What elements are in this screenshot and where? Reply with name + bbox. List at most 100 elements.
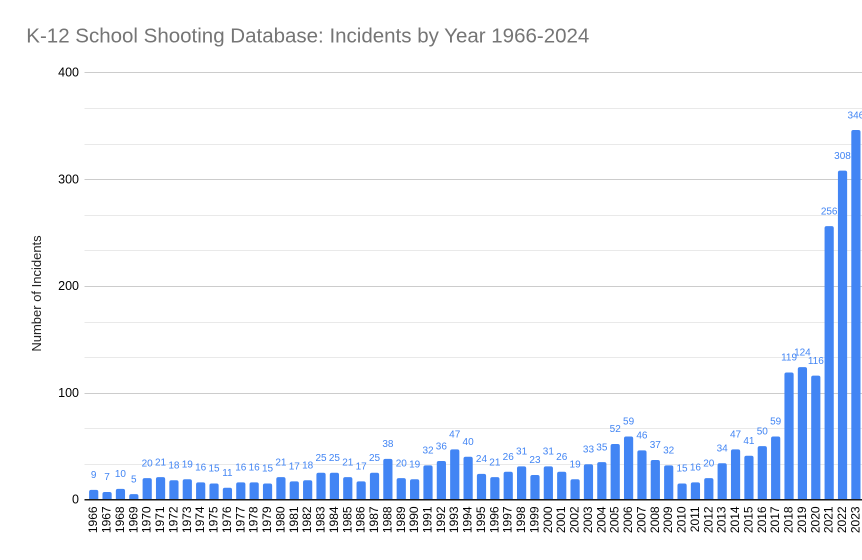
svg-text:9: 9 xyxy=(91,470,97,481)
svg-text:32: 32 xyxy=(663,446,675,457)
svg-text:23: 23 xyxy=(529,455,541,466)
svg-text:2002: 2002 xyxy=(568,506,582,533)
svg-text:5: 5 xyxy=(131,474,137,485)
svg-text:1980: 1980 xyxy=(273,506,287,533)
svg-text:1995: 1995 xyxy=(474,506,488,533)
svg-text:2015: 2015 xyxy=(741,506,755,533)
svg-text:1967: 1967 xyxy=(100,506,114,533)
svg-text:10: 10 xyxy=(115,469,127,480)
svg-text:2009: 2009 xyxy=(661,506,675,533)
svg-text:19: 19 xyxy=(570,459,582,470)
svg-text:1970: 1970 xyxy=(140,506,154,533)
svg-text:18: 18 xyxy=(302,460,314,471)
svg-text:20: 20 xyxy=(142,458,154,469)
svg-text:1994: 1994 xyxy=(461,506,475,533)
svg-text:46: 46 xyxy=(636,431,648,442)
svg-text:16: 16 xyxy=(249,463,261,474)
svg-text:2019: 2019 xyxy=(795,506,809,533)
svg-text:21: 21 xyxy=(489,457,501,468)
svg-text:17: 17 xyxy=(356,462,368,473)
svg-text:256: 256 xyxy=(821,206,838,217)
svg-text:1981: 1981 xyxy=(287,506,301,533)
svg-text:2003: 2003 xyxy=(581,506,595,533)
svg-text:1977: 1977 xyxy=(233,506,247,533)
svg-text:15: 15 xyxy=(677,464,689,475)
svg-text:400: 400 xyxy=(58,66,79,80)
svg-text:17: 17 xyxy=(289,462,301,473)
svg-text:1974: 1974 xyxy=(193,506,207,533)
svg-text:100: 100 xyxy=(58,386,79,400)
svg-text:34: 34 xyxy=(717,443,729,454)
svg-text:1999: 1999 xyxy=(527,506,541,533)
svg-text:1978: 1978 xyxy=(247,506,261,533)
svg-text:18: 18 xyxy=(168,460,180,471)
svg-text:1987: 1987 xyxy=(367,506,381,533)
svg-text:15: 15 xyxy=(208,464,220,475)
svg-text:2016: 2016 xyxy=(755,506,769,533)
svg-text:1996: 1996 xyxy=(487,506,501,533)
svg-text:Number of Incidents: Number of Incidents xyxy=(29,235,44,352)
svg-text:1969: 1969 xyxy=(126,506,140,533)
svg-text:37: 37 xyxy=(650,440,662,451)
svg-text:33: 33 xyxy=(583,444,595,455)
svg-text:2000: 2000 xyxy=(541,506,555,533)
svg-text:2010: 2010 xyxy=(675,506,689,533)
svg-text:41: 41 xyxy=(743,436,755,447)
svg-text:20: 20 xyxy=(703,458,715,469)
svg-text:2008: 2008 xyxy=(648,506,662,533)
svg-text:K-12 School Shooting Database:: K-12 School Shooting Database: Incidents… xyxy=(26,25,589,48)
svg-text:2007: 2007 xyxy=(634,506,648,533)
svg-text:19: 19 xyxy=(182,459,194,470)
svg-text:1973: 1973 xyxy=(180,506,194,533)
svg-text:119: 119 xyxy=(781,353,797,364)
svg-text:2005: 2005 xyxy=(608,506,622,533)
svg-text:16: 16 xyxy=(195,463,207,474)
svg-text:59: 59 xyxy=(623,417,635,428)
svg-text:25: 25 xyxy=(369,453,381,464)
svg-text:32: 32 xyxy=(422,446,434,457)
svg-text:2001: 2001 xyxy=(554,506,568,533)
svg-text:1968: 1968 xyxy=(113,506,127,533)
svg-text:300: 300 xyxy=(58,172,79,186)
svg-text:26: 26 xyxy=(503,452,515,463)
svg-text:2021: 2021 xyxy=(822,506,836,533)
svg-text:31: 31 xyxy=(543,447,555,458)
svg-text:1990: 1990 xyxy=(407,506,421,533)
svg-text:1976: 1976 xyxy=(220,506,234,533)
svg-text:40: 40 xyxy=(463,437,475,448)
svg-text:2022: 2022 xyxy=(835,506,849,533)
svg-text:1988: 1988 xyxy=(380,506,394,533)
svg-text:0: 0 xyxy=(72,493,79,507)
svg-text:1985: 1985 xyxy=(340,506,354,533)
svg-text:25: 25 xyxy=(315,453,327,464)
svg-text:1971: 1971 xyxy=(153,506,167,533)
svg-text:308: 308 xyxy=(834,151,851,162)
svg-text:2023: 2023 xyxy=(848,506,862,533)
svg-text:1966: 1966 xyxy=(86,506,100,533)
svg-text:1992: 1992 xyxy=(434,506,448,533)
svg-text:2018: 2018 xyxy=(782,506,796,533)
svg-text:47: 47 xyxy=(730,430,742,441)
svg-text:2004: 2004 xyxy=(594,506,608,533)
svg-text:2011: 2011 xyxy=(688,506,702,532)
svg-text:36: 36 xyxy=(436,441,448,452)
svg-text:21: 21 xyxy=(155,457,167,468)
svg-text:124: 124 xyxy=(794,347,811,358)
svg-text:1983: 1983 xyxy=(314,506,328,533)
svg-text:21: 21 xyxy=(342,457,354,468)
svg-text:25: 25 xyxy=(329,453,341,464)
svg-text:2006: 2006 xyxy=(621,506,635,533)
svg-text:1998: 1998 xyxy=(514,506,528,533)
svg-text:2017: 2017 xyxy=(768,506,782,533)
svg-text:52: 52 xyxy=(610,424,622,435)
svg-text:20: 20 xyxy=(396,458,408,469)
svg-text:116: 116 xyxy=(808,356,824,367)
svg-text:38: 38 xyxy=(382,439,394,450)
svg-text:24: 24 xyxy=(476,454,488,465)
svg-text:2014: 2014 xyxy=(728,506,742,533)
svg-text:16: 16 xyxy=(235,463,247,474)
svg-text:19: 19 xyxy=(409,459,421,470)
svg-text:2012: 2012 xyxy=(701,506,715,533)
svg-text:1975: 1975 xyxy=(207,506,221,533)
svg-text:1997: 1997 xyxy=(501,506,515,533)
